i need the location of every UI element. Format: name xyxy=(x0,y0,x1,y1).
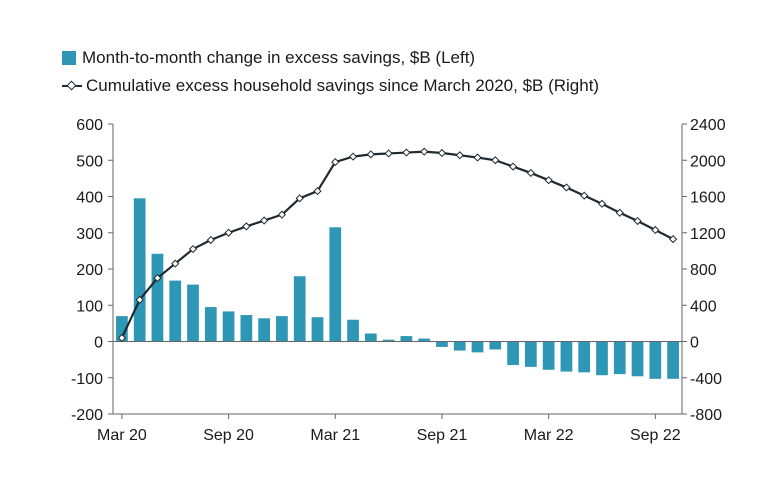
bar xyxy=(204,307,217,342)
legend-line-marker xyxy=(62,81,82,91)
line-point xyxy=(544,176,553,185)
bar xyxy=(116,316,128,342)
y-left-tick-label: -200 xyxy=(71,407,103,424)
line-point xyxy=(491,156,500,165)
bar xyxy=(187,284,199,342)
bar xyxy=(436,341,448,347)
y-left-tick-label: 600 xyxy=(76,117,103,134)
legend-bar-swatch xyxy=(62,51,76,65)
line-point xyxy=(295,194,304,203)
y-left-tick-label: 400 xyxy=(76,190,103,207)
line-point xyxy=(633,216,642,226)
bar xyxy=(329,227,342,342)
y-right-tick-label: -800 xyxy=(690,407,722,424)
legend-item-bars: Month-to-month change in excess savings,… xyxy=(62,44,599,72)
bar xyxy=(151,253,164,342)
line-point xyxy=(473,153,482,162)
line-point xyxy=(384,149,393,158)
line-point xyxy=(366,150,375,159)
bar xyxy=(542,341,555,370)
line-point xyxy=(117,333,126,342)
line-point xyxy=(580,191,589,200)
line-point xyxy=(615,208,624,217)
legend-line-label: Cumulative excess household savings sinc… xyxy=(86,76,600,95)
bar xyxy=(560,341,573,372)
x-tick-label: Mar 21 xyxy=(310,427,360,444)
line-point xyxy=(331,157,340,167)
legend-bar-label: Month-to-month change in excess savings,… xyxy=(82,48,476,67)
bar xyxy=(311,317,324,342)
bar xyxy=(578,341,591,373)
y-right-tick-label: 400 xyxy=(690,298,717,315)
line-point xyxy=(420,147,429,156)
y-left-tick-label: 100 xyxy=(76,298,103,315)
y-right-tick-label: 2400 xyxy=(690,117,726,134)
line-point xyxy=(651,225,660,235)
line-point xyxy=(348,152,358,161)
line-point xyxy=(508,162,518,171)
bar xyxy=(667,341,679,379)
bar xyxy=(507,341,519,366)
bar xyxy=(364,333,377,342)
line-point xyxy=(135,295,144,304)
bar xyxy=(276,316,288,342)
bar xyxy=(347,319,359,342)
bar xyxy=(400,336,413,342)
bar xyxy=(418,338,431,342)
line-point xyxy=(669,234,678,244)
y-left-tick-label: 300 xyxy=(76,226,103,243)
x-tick-label: Sep 21 xyxy=(417,427,468,444)
cumulative-savings-line xyxy=(120,150,674,339)
bar xyxy=(258,318,271,342)
y-right-tick-label: 1200 xyxy=(690,226,726,243)
x-tick-label: Sep 20 xyxy=(203,427,254,444)
bar xyxy=(596,341,608,376)
x-tick-label: Sep 22 xyxy=(630,427,681,444)
bar xyxy=(169,280,182,342)
bar xyxy=(524,341,537,367)
line-point xyxy=(597,199,607,208)
y-left-tick-label: 200 xyxy=(76,262,103,279)
x-tick-label: Mar 22 xyxy=(524,427,574,444)
y-right-tick-label: 800 xyxy=(690,262,717,279)
legend-item-line: Cumulative excess household savings sinc… xyxy=(62,72,599,100)
bar xyxy=(240,315,253,342)
bar xyxy=(613,341,626,375)
bar xyxy=(489,341,502,350)
bar xyxy=(471,341,484,353)
line-point xyxy=(153,273,162,283)
line-point xyxy=(277,210,287,219)
y-left-tick-label: 500 xyxy=(76,153,103,170)
line-point xyxy=(562,183,571,192)
line-point xyxy=(526,168,535,178)
bar xyxy=(382,339,395,342)
line-point xyxy=(455,151,464,160)
line-point xyxy=(224,228,233,237)
y-right-tick-label: -400 xyxy=(690,371,722,388)
legend: Month-to-month change in excess savings,… xyxy=(62,44,599,100)
y-right-tick-label: 2000 xyxy=(690,153,726,170)
y-right-tick-label: 0 xyxy=(690,335,699,352)
line-point xyxy=(242,222,251,231)
line-point xyxy=(313,186,322,196)
line-point xyxy=(260,216,269,225)
y-left-tick-label: 0 xyxy=(94,335,103,352)
line-point xyxy=(402,148,411,157)
line-point xyxy=(188,244,198,254)
bar xyxy=(631,341,644,377)
line-point xyxy=(206,235,215,245)
bar xyxy=(293,276,306,342)
bar xyxy=(649,341,662,379)
bar xyxy=(222,311,235,342)
line-point xyxy=(437,148,447,158)
y-right-tick-label: 1600 xyxy=(690,190,726,207)
bar xyxy=(453,341,466,351)
bar xyxy=(133,198,146,342)
x-tick-label: Mar 20 xyxy=(97,427,147,444)
y-left-tick-label: -100 xyxy=(71,371,103,388)
line-point xyxy=(171,259,180,268)
